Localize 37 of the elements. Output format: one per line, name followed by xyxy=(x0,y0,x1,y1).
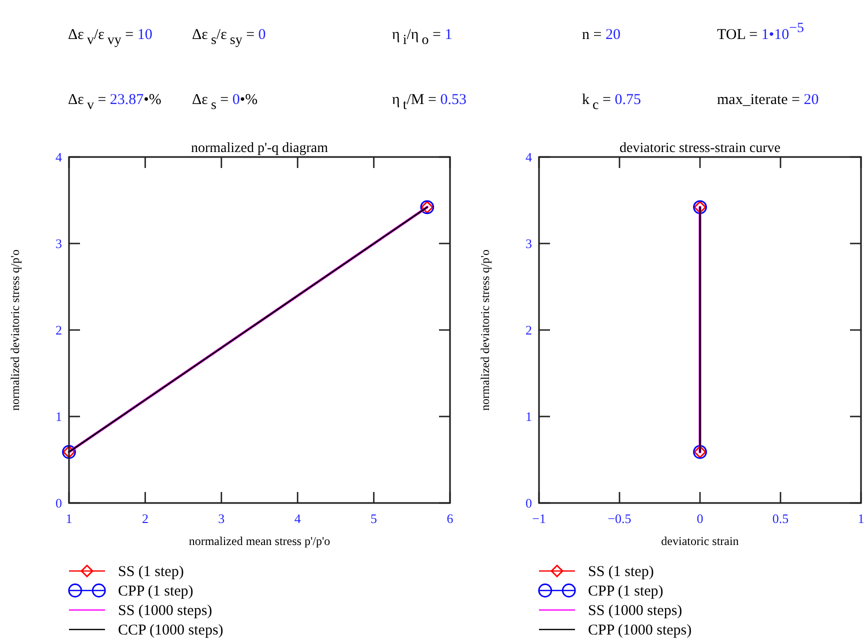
legend-label: CPP (1 step) xyxy=(588,584,664,600)
legend-label: SS (1 step) xyxy=(588,564,654,580)
text: n = 20 xyxy=(582,27,620,43)
legend-label: CPP (1000 steps) xyxy=(588,622,692,638)
text: max_iterate = 20 xyxy=(717,92,819,108)
y-tick-label: 0 xyxy=(56,496,62,510)
chart-title: deviatoric stress-strain curve xyxy=(620,141,780,156)
x-tick-label: 3 xyxy=(218,511,225,526)
x-tick-label: 6 xyxy=(446,511,454,526)
x-tick-label: 1 xyxy=(858,511,864,526)
y-axis-title: normalized deviatoric stress q/p'o xyxy=(478,249,492,411)
legend-label: SS (1000 steps) xyxy=(588,603,682,619)
x-tick-label: −1 xyxy=(532,511,546,526)
y-tick-label: 4 xyxy=(526,150,532,164)
x-tick-label: 4 xyxy=(294,511,302,526)
x-tick-label: 1 xyxy=(66,511,72,526)
y-axis-title: normalized deviatoric stress q/p'o xyxy=(8,249,22,411)
y-tick-label: 0 xyxy=(526,496,532,510)
legend-label: SS (1000 steps) xyxy=(118,603,212,619)
y-tick-label: 3 xyxy=(56,236,62,251)
x-tick-label: 0 xyxy=(696,511,704,526)
legend-label: CCP (1000 steps) xyxy=(118,622,224,638)
x-tick-label: 0.5 xyxy=(772,511,789,526)
y-tick-label: 2 xyxy=(56,322,62,338)
x-tick-label: 2 xyxy=(142,511,148,526)
x-tick-label: −0.5 xyxy=(608,511,632,526)
y-tick-label: 4 xyxy=(56,150,62,164)
y-tick-label: 2 xyxy=(526,322,532,338)
x-axis-title: normalized mean stress p'/p'o xyxy=(188,534,330,548)
chart-title: normalized p'-q diagram xyxy=(190,141,328,156)
y-tick-label: 1 xyxy=(526,409,532,424)
x-axis-title: deviatoric strain xyxy=(661,534,739,548)
legend-label: SS (1 step) xyxy=(118,564,184,580)
y-tick-label: 3 xyxy=(526,236,532,251)
y-tick-label: 1 xyxy=(56,409,62,424)
x-tick-label: 5 xyxy=(370,511,378,526)
legend-label: CPP (1 step) xyxy=(118,584,194,600)
